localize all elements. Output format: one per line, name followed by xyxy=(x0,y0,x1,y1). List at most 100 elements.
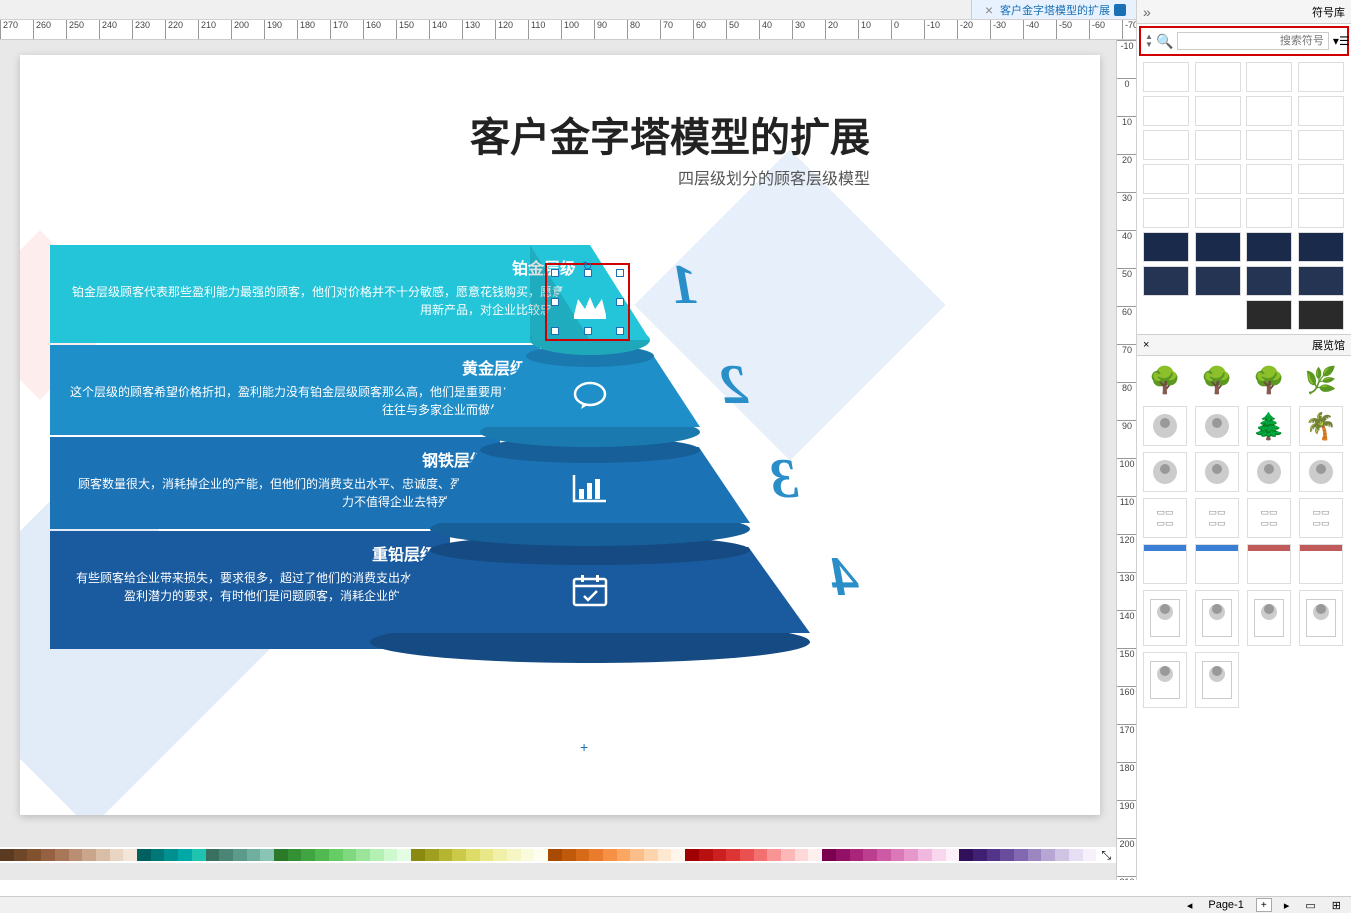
color-swatch[interactable] xyxy=(1083,849,1097,861)
color-swatch[interactable] xyxy=(370,849,384,861)
close-icon[interactable]: × xyxy=(1143,339,1149,351)
shape-item[interactable] xyxy=(1195,452,1239,492)
color-swatch[interactable] xyxy=(603,849,617,861)
slide-subtitle[interactable]: 四层级划分的顾客层级模型 xyxy=(678,165,870,189)
bg-thumbnail[interactable] xyxy=(1246,130,1292,160)
color-swatch[interactable] xyxy=(904,849,918,861)
color-swatch[interactable] xyxy=(713,849,727,861)
color-swatch[interactable] xyxy=(14,849,28,861)
color-swatch[interactable] xyxy=(288,849,302,861)
shape-item[interactable]: 🌿 xyxy=(1299,360,1343,400)
color-swatch[interactable] xyxy=(891,849,905,861)
color-swatch[interactable] xyxy=(562,849,576,861)
color-swatch[interactable] xyxy=(164,849,178,861)
color-swatch[interactable] xyxy=(329,849,343,861)
bg-thumbnail[interactable] xyxy=(1195,266,1241,296)
color-swatch[interactable] xyxy=(521,849,535,861)
color-swatch[interactable] xyxy=(219,849,233,861)
color-swatch[interactable] xyxy=(69,849,83,861)
color-swatch[interactable] xyxy=(987,849,1001,861)
color-swatch[interactable] xyxy=(1000,849,1014,861)
shape-item[interactable]: 🌳 xyxy=(1247,360,1291,400)
updown-icon[interactable]: ▲▼ xyxy=(1145,33,1153,49)
shape-item[interactable]: 🌲 xyxy=(1247,406,1291,446)
color-swatch[interactable] xyxy=(959,849,973,861)
color-swatch[interactable] xyxy=(233,849,247,861)
color-swatch[interactable] xyxy=(397,849,411,861)
shape-item[interactable] xyxy=(1195,652,1239,708)
shape-item[interactable] xyxy=(1247,452,1291,492)
color-swatch[interactable] xyxy=(343,849,357,861)
color-swatch[interactable] xyxy=(1041,849,1055,861)
color-swatch[interactable] xyxy=(795,849,809,861)
color-swatch[interactable] xyxy=(1069,849,1083,861)
color-swatch[interactable] xyxy=(548,849,562,861)
bg-thumbnail[interactable] xyxy=(1143,130,1189,160)
chevron-icon[interactable]: » xyxy=(1143,4,1151,20)
bg-thumbnail[interactable] xyxy=(1143,62,1189,92)
bg-thumbnail[interactable] xyxy=(1298,164,1344,194)
color-swatch[interactable] xyxy=(658,849,672,861)
shape-item[interactable]: ▭▭▭▭ xyxy=(1195,498,1239,538)
color-swatch[interactable] xyxy=(178,849,192,861)
color-swatch[interactable] xyxy=(973,849,987,861)
shape-item[interactable] xyxy=(1299,590,1343,646)
color-swatch[interactable] xyxy=(630,849,644,861)
color-swatch[interactable] xyxy=(863,849,877,861)
bg-thumbnail[interactable] xyxy=(1143,96,1189,126)
color-swatch[interactable] xyxy=(699,849,713,861)
color-swatch[interactable] xyxy=(781,849,795,861)
color-swatch[interactable] xyxy=(740,849,754,861)
color-swatch[interactable] xyxy=(726,849,740,861)
color-swatch[interactable] xyxy=(836,849,850,861)
color-swatch[interactable] xyxy=(384,849,398,861)
color-swatch[interactable] xyxy=(151,849,165,861)
color-swatch[interactable] xyxy=(822,849,836,861)
bg-thumbnail[interactable] xyxy=(1195,96,1241,126)
shape-item[interactable] xyxy=(1195,544,1239,584)
color-swatch[interactable] xyxy=(260,849,274,861)
color-swatch[interactable] xyxy=(850,849,864,861)
color-swatch[interactable] xyxy=(480,849,494,861)
shape-item[interactable]: 🌴 xyxy=(1299,406,1343,446)
color-swatch[interactable] xyxy=(767,849,781,861)
color-swatch[interactable] xyxy=(439,849,453,861)
color-swatch[interactable] xyxy=(1028,849,1042,861)
bg-thumbnail[interactable] xyxy=(1246,198,1292,228)
bg-thumbnail[interactable] xyxy=(1143,164,1189,194)
shape-item[interactable] xyxy=(1195,590,1239,646)
shape-item[interactable] xyxy=(1247,590,1291,646)
bg-thumbnail[interactable] xyxy=(1246,62,1292,92)
bg-thumbnail[interactable] xyxy=(1246,164,1292,194)
color-swatch[interactable] xyxy=(617,849,631,861)
color-swatch[interactable] xyxy=(27,849,41,861)
bg-thumbnail[interactable] xyxy=(1195,198,1241,228)
bg-thumbnail[interactable] xyxy=(1143,232,1189,262)
color-swatch[interactable] xyxy=(301,849,315,861)
shape-item[interactable]: 🌳 xyxy=(1143,360,1187,400)
eyedropper-icon[interactable]: ⤡ xyxy=(1096,847,1116,863)
color-swatch[interactable] xyxy=(452,849,466,861)
color-swatch[interactable] xyxy=(0,849,14,861)
bg-thumbnail[interactable] xyxy=(1298,62,1344,92)
bg-thumbnail[interactable] xyxy=(1195,130,1241,160)
color-swatch[interactable] xyxy=(877,849,891,861)
shape-item[interactable] xyxy=(1143,652,1187,708)
bg-thumbnail[interactable] xyxy=(1298,266,1344,296)
shape-item[interactable]: 🌳 xyxy=(1195,360,1239,400)
layout-icon[interactable]: ⊞ xyxy=(1328,899,1345,912)
color-swatch[interactable] xyxy=(411,849,425,861)
color-swatch[interactable] xyxy=(137,849,151,861)
color-swatch[interactable] xyxy=(96,849,110,861)
shape-item[interactable]: ▭▭▭▭ xyxy=(1143,498,1187,538)
shape-item[interactable] xyxy=(1299,544,1343,584)
bg-thumbnail[interactable] xyxy=(1246,300,1292,330)
bg-thumbnail[interactable] xyxy=(1298,300,1344,330)
color-swatch[interactable] xyxy=(425,849,439,861)
pages-icon[interactable]: ▭ xyxy=(1301,899,1319,912)
color-swatch[interactable] xyxy=(82,849,96,861)
color-swatch[interactable] xyxy=(110,849,124,861)
bg-thumbnail[interactable] xyxy=(1298,198,1344,228)
slide-title[interactable]: 客户金字塔模型的扩展 xyxy=(470,105,870,163)
shape-item[interactable] xyxy=(1143,406,1187,446)
